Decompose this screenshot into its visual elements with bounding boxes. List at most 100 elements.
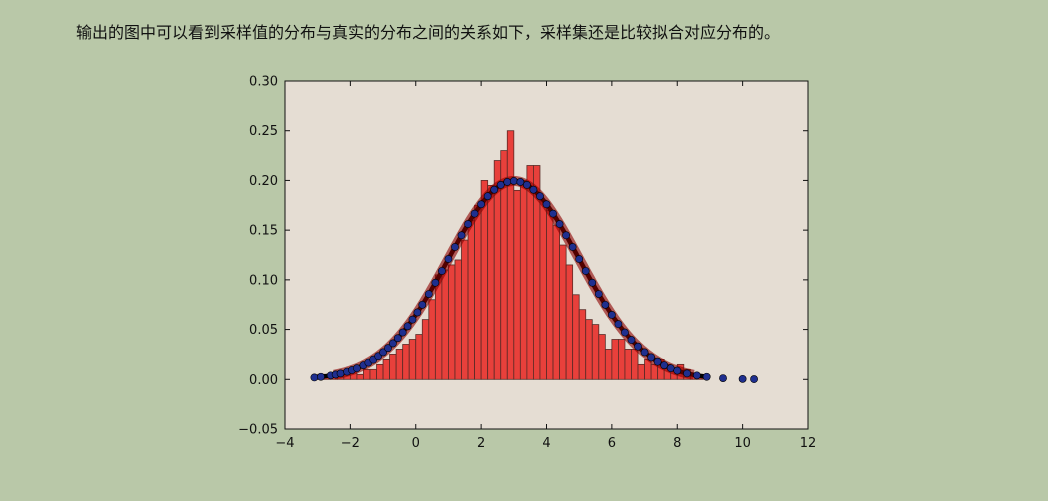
sample-point (398, 328, 407, 337)
y-tick-label: 0.05 (249, 323, 278, 338)
sample-point (750, 375, 758, 383)
histogram-bar (519, 180, 528, 380)
histogram-bar (572, 294, 580, 380)
sample-point (594, 290, 603, 298)
histogram-bar (382, 358, 390, 380)
sample-point (424, 290, 433, 298)
histogram-bar (454, 259, 462, 380)
histogram-bar (565, 264, 574, 380)
sample-point (451, 243, 459, 251)
histogram-bar (448, 264, 456, 380)
sample-point (490, 185, 499, 194)
histogram-bar (421, 319, 430, 380)
sample-point (601, 300, 610, 309)
sample-point (457, 231, 466, 240)
sample-point (483, 192, 492, 201)
sample-point (640, 348, 649, 357)
sample-point (683, 369, 691, 378)
x-tick-label: 6 (608, 436, 616, 451)
sample-point (536, 192, 544, 201)
sample-point (388, 339, 397, 348)
x-tick-label: 8 (673, 436, 681, 451)
sample-point (418, 300, 427, 309)
sample-point (581, 267, 590, 275)
caption-text: 输出的图中可以看到采样值的分布与真实的分布之间的关系如下，采样集还是比较拟合对应… (76, 23, 781, 42)
sample-point (738, 374, 747, 383)
sample-point (496, 180, 505, 189)
histogram-bar (389, 354, 397, 380)
x-tick-label: 2 (477, 436, 485, 451)
sample-point (444, 255, 453, 263)
histogram-bar (487, 184, 495, 380)
histogram-bar (526, 165, 534, 380)
histogram-bar (474, 204, 482, 380)
histogram-bar (559, 244, 567, 380)
x-tick-label: 10 (734, 436, 751, 451)
histogram-bar (395, 349, 404, 380)
sample-point (647, 353, 655, 362)
sample-point (353, 364, 361, 373)
sample-point (477, 200, 486, 209)
histogram-bar (408, 339, 417, 380)
histogram-bar (624, 349, 632, 380)
sample-point (660, 361, 669, 370)
sample-point (393, 334, 402, 343)
x-tick-label: −4 (275, 436, 294, 451)
sample-point (666, 364, 675, 373)
sample-point (568, 243, 577, 251)
sample-point (464, 220, 472, 228)
histogram-bar (415, 334, 423, 380)
y-tick-label: 0.15 (249, 224, 278, 239)
histogram-bar (604, 349, 613, 380)
histogram-bar (631, 349, 639, 380)
histogram-bar (363, 368, 371, 380)
x-tick-label: 0 (412, 436, 420, 451)
x-tick-label: −2 (341, 436, 360, 451)
x-tick-label: 12 (800, 436, 817, 451)
sample-point (522, 180, 531, 189)
sample-point (621, 328, 629, 337)
histogram-bar (513, 189, 521, 380)
histogram-bar (376, 363, 384, 380)
sample-point (673, 366, 682, 375)
sample-point (575, 255, 584, 263)
sample-point (413, 308, 422, 317)
sample-point (403, 322, 412, 331)
histogram-bar (591, 324, 600, 380)
histogram-bar (578, 309, 587, 380)
histogram-bar (598, 334, 606, 380)
sample-point (588, 278, 597, 287)
histogram-bar (618, 339, 626, 380)
histogram-bar (637, 363, 645, 380)
histogram-bar (506, 130, 515, 380)
sample-point (719, 374, 727, 383)
y-axis: −0.05 0.00 0.05 0.10 0.15 0.20 0.25 0.30 (238, 75, 808, 438)
sample-point (529, 185, 538, 194)
x-tick-label: 4 (542, 436, 550, 451)
sample-point (431, 278, 440, 287)
sample-point (379, 348, 387, 357)
sample-point (627, 336, 636, 344)
sample-point (692, 371, 701, 380)
y-tick-label: 0.00 (249, 373, 278, 388)
histogram-bar (611, 339, 619, 380)
histogram-bar (585, 319, 593, 380)
sample-point (384, 344, 392, 353)
histogram-bar (441, 269, 449, 380)
sample-point (317, 372, 325, 381)
sample-point (310, 373, 319, 382)
sample-point (542, 200, 551, 209)
y-tick-label: −0.05 (238, 423, 278, 438)
x-axis: −4 −2 0 2 4 6 8 10 12 (275, 81, 816, 451)
sample-point (437, 267, 446, 275)
sample-point (607, 310, 616, 319)
sample-point (336, 369, 345, 378)
sample-point (555, 220, 564, 228)
y-tick-label: 0.10 (249, 273, 278, 288)
sample-point (408, 315, 417, 324)
sample-points (310, 177, 758, 383)
histogram-bar (467, 219, 475, 380)
sample-point (653, 357, 662, 366)
